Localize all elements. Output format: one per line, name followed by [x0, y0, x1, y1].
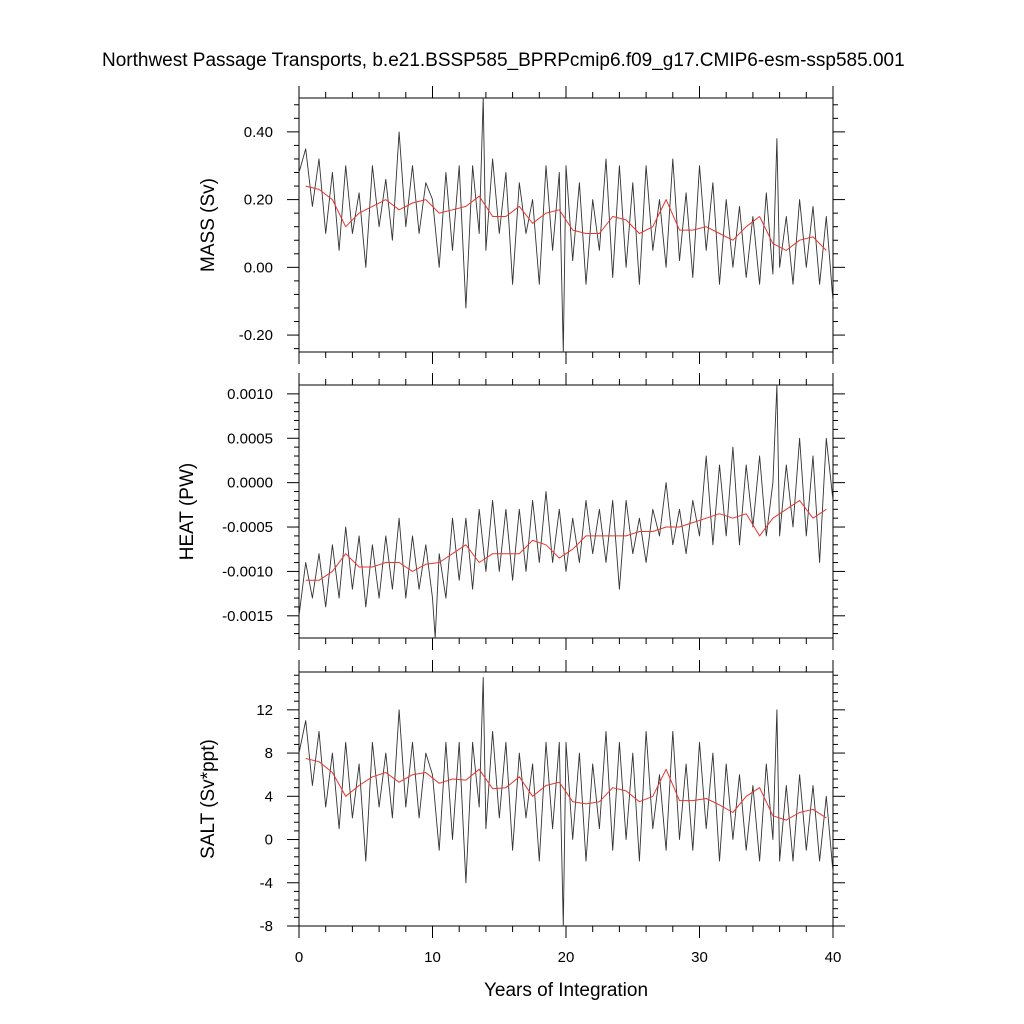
heat-monthly-series-line [298, 384, 834, 639]
salt-x-axis-label: Years of Integration [484, 980, 648, 1001]
heat-plot-frame [298, 384, 834, 639]
salt-annual-mean-line [305, 758, 827, 821]
salt-x-tick-label: 0 [295, 949, 303, 966]
salt-y-tick-label: 0 [265, 832, 273, 849]
heat-y-tick-label: -0.0010 [222, 563, 273, 580]
panels: -0.20 0.00 0.20 0.40 MASS (Sv) -0.0015 -0.0010… [177, 86, 845, 1001]
mass-annual-mean-line [305, 185, 827, 251]
mass-y-tick-label: 0.20 [244, 192, 273, 209]
salt-x-tick-label: 20 [558, 949, 575, 966]
salt-y-tick-label: -4 [260, 875, 273, 892]
salt-panel: -8 -4 0 4 8 12 0 10 20 30 40 SALT (Sv*ppt) Years of … [198, 660, 845, 1001]
salt-x-tick-label: 40 [825, 949, 842, 966]
mass-y-tick-label: -0.20 [239, 327, 273, 344]
salt-y-axis-label: SALT (Sv*ppt) [198, 739, 219, 859]
heat-y-tick-label: 0.0005 [227, 430, 273, 447]
mass-y-tick-label: 0.40 [244, 124, 273, 141]
salt-x-tick-label: 10 [424, 949, 441, 966]
heat-y-tick-label: 0.0000 [227, 475, 273, 492]
mass-panel: -0.20 0.00 0.20 0.40 MASS (Sv) [198, 86, 845, 364]
salt-monthly-series-line [298, 676, 834, 927]
mass-y-tick-label: 0.00 [244, 259, 273, 276]
figure-title: Northwest Passage Transports, b.e21.BSSP… [102, 50, 905, 71]
salt-y-tick-label: 12 [256, 702, 273, 719]
heat-y-tick-label: 0.0010 [227, 386, 273, 403]
heat-annual-mean-line [305, 499, 827, 581]
heat-y-tick-label: -0.0015 [222, 608, 273, 625]
mass-y-axis-label: MASS (Sv) [198, 178, 219, 272]
salt-x-tick-label: 30 [691, 949, 708, 966]
heat-y-axis-label: HEAT (PW) [177, 463, 198, 560]
mass-monthly-series-line [298, 97, 834, 353]
salt-y-tick-label: 8 [265, 745, 273, 762]
salt-plot-frame [298, 671, 834, 927]
salt-y-tick-label: -8 [260, 918, 273, 935]
heat-y-tick-label: -0.0005 [222, 519, 273, 536]
heat-panel: -0.0015 -0.0010 -0.0005 0.0000 0.0005 0.0010 H… [177, 373, 845, 650]
salt-y-tick-label: 4 [265, 788, 273, 805]
